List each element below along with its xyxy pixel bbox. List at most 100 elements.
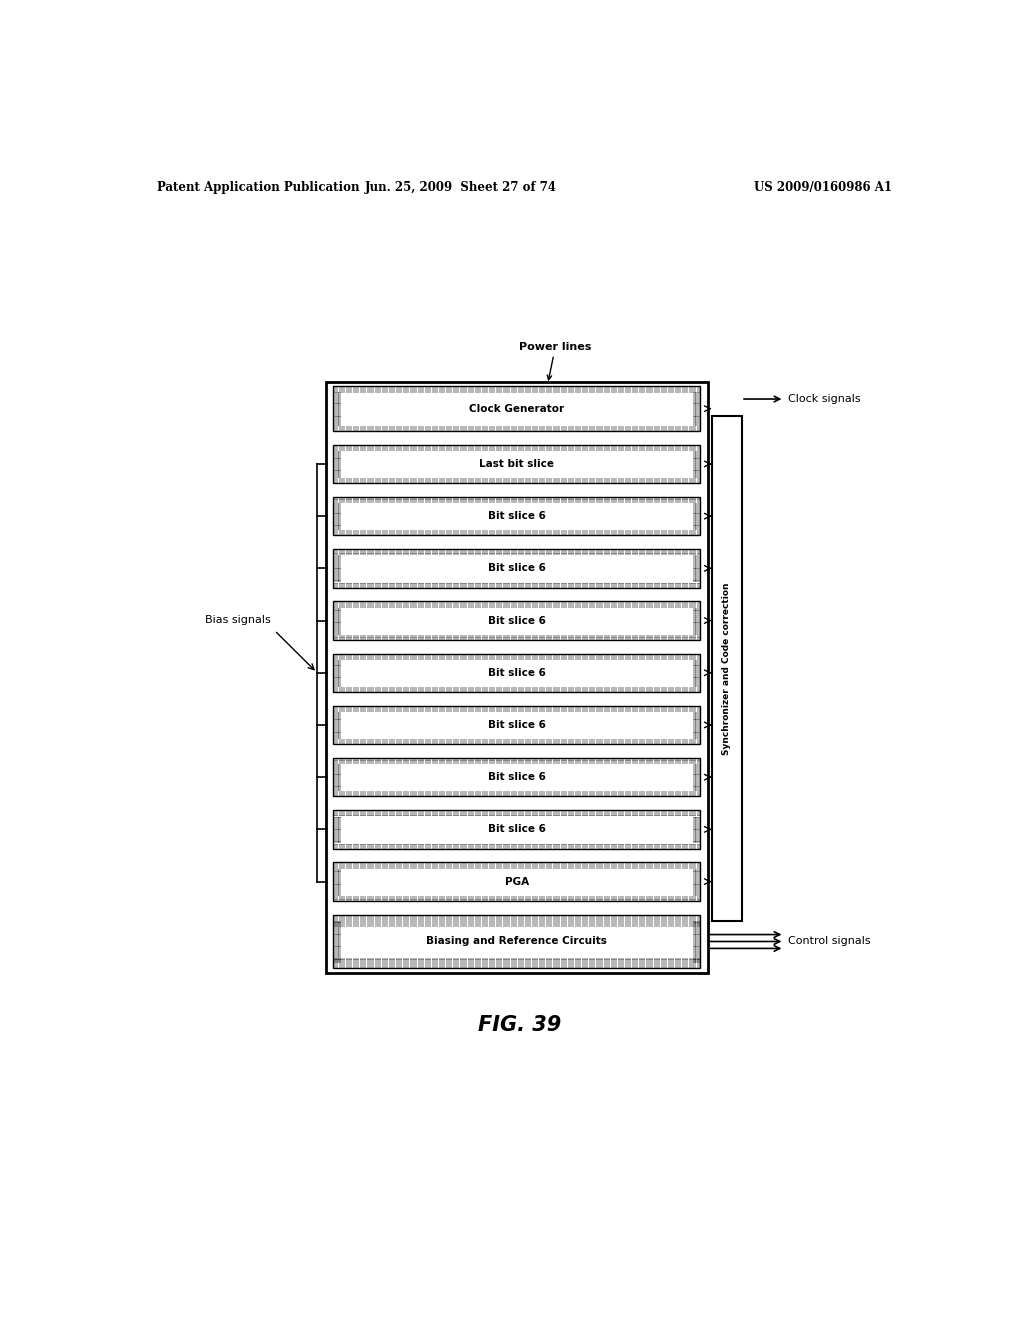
- Point: [685, 680, 701, 701]
- Point: [330, 862, 346, 883]
- Point: [689, 760, 706, 781]
- Point: [513, 730, 529, 751]
- Point: [628, 574, 644, 595]
- Point: [557, 752, 573, 774]
- Point: [578, 434, 594, 455]
- Point: [624, 577, 640, 598]
- Point: [477, 731, 494, 752]
- Point: [352, 915, 369, 936]
- Point: [368, 911, 384, 932]
- Point: [478, 887, 495, 908]
- Point: [412, 952, 428, 973]
- Point: [461, 733, 477, 754]
- Point: [353, 591, 370, 612]
- Point: [387, 836, 403, 857]
- Point: [345, 886, 361, 907]
- Point: [378, 783, 394, 804]
- Point: [442, 912, 459, 933]
- Point: [605, 488, 622, 510]
- Point: [443, 853, 460, 874]
- Point: [461, 593, 477, 614]
- Point: [490, 680, 507, 701]
- Point: [498, 491, 514, 512]
- Point: [687, 591, 703, 612]
- Point: [554, 784, 570, 805]
- Point: [505, 379, 521, 400]
- Point: [567, 697, 584, 718]
- Point: [470, 644, 486, 665]
- Point: [495, 834, 511, 855]
- Point: [413, 626, 429, 647]
- Point: [471, 597, 487, 618]
- Point: [349, 647, 366, 668]
- Point: [371, 733, 387, 754]
- Point: [644, 701, 660, 722]
- Point: [513, 854, 529, 875]
- Point: [624, 487, 640, 508]
- Point: [328, 395, 344, 416]
- Point: [375, 888, 391, 909]
- Point: [411, 488, 427, 510]
- Point: [418, 949, 434, 970]
- Point: [329, 498, 345, 519]
- Point: [535, 595, 551, 616]
- Point: [398, 957, 415, 978]
- Point: [631, 543, 647, 564]
- Point: [479, 417, 496, 438]
- Point: [614, 751, 631, 772]
- Point: [524, 801, 541, 822]
- Point: [645, 628, 662, 649]
- Point: [365, 909, 381, 931]
- Point: [343, 697, 359, 718]
- Point: [535, 473, 551, 494]
- Point: [468, 904, 484, 925]
- Point: [406, 748, 422, 770]
- Point: [616, 957, 633, 978]
- Point: [361, 915, 378, 936]
- Point: [686, 383, 702, 404]
- Point: [679, 676, 695, 697]
- Point: [414, 647, 430, 668]
- Point: [563, 543, 580, 564]
- Point: [674, 909, 690, 931]
- Point: [342, 437, 358, 458]
- Point: [464, 957, 480, 978]
- Point: [387, 855, 403, 876]
- Point: [600, 644, 616, 665]
- Point: [352, 418, 369, 440]
- Point: [327, 680, 343, 701]
- Point: [445, 577, 462, 598]
- Point: [640, 888, 656, 909]
- Point: [413, 488, 429, 510]
- Point: [689, 875, 706, 896]
- Point: [615, 591, 632, 612]
- Point: [649, 886, 666, 907]
- Point: [431, 803, 447, 824]
- Point: [556, 647, 572, 668]
- Point: [476, 540, 493, 561]
- Point: [651, 834, 668, 855]
- Point: [608, 957, 625, 978]
- Point: [644, 471, 660, 492]
- Point: [688, 565, 705, 586]
- Point: [691, 453, 708, 474]
- Point: [399, 730, 416, 751]
- Point: [331, 645, 347, 667]
- Point: [353, 491, 370, 512]
- Point: [444, 577, 461, 598]
- Point: [327, 906, 343, 927]
- Point: [551, 890, 567, 911]
- Point: [565, 420, 582, 441]
- Point: [442, 627, 459, 648]
- Point: [517, 676, 534, 697]
- Point: [476, 805, 493, 826]
- Point: [688, 399, 705, 420]
- Point: [685, 622, 701, 643]
- Point: [550, 953, 566, 974]
- Point: [500, 543, 516, 564]
- Point: [554, 417, 570, 438]
- Point: [567, 595, 584, 616]
- Point: [547, 781, 563, 803]
- Point: [465, 381, 481, 403]
- Point: [558, 784, 574, 805]
